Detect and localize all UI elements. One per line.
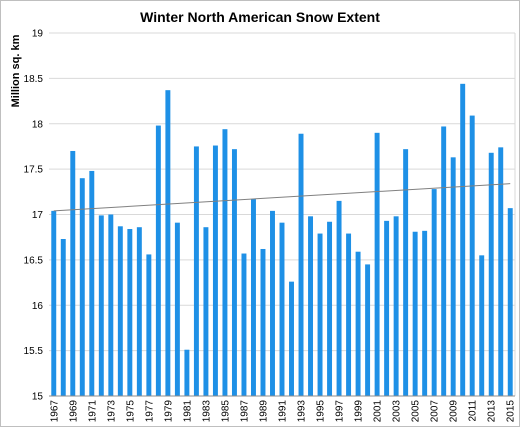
bar-2010 [460, 83, 466, 396]
chart-title: Winter North American Snow Extent [140, 9, 380, 25]
bar-1972 [98, 215, 104, 396]
x-tick-label: 1977 [144, 400, 155, 423]
x-tick-label: 2005 [411, 400, 422, 423]
y-tick-label: 18 [32, 119, 44, 130]
y-tick-label: 19 [32, 29, 44, 40]
y-tick-label: 17 [32, 210, 44, 221]
bar-2015 [507, 208, 513, 396]
bar-1969 [70, 150, 76, 396]
bar-1986 [231, 149, 237, 396]
x-tick-label: 2011 [468, 400, 479, 422]
y-tick-label: 16.5 [24, 255, 44, 266]
x-tick-label: 1995 [316, 400, 327, 423]
y-tick-label: 15.5 [24, 346, 44, 357]
bar-2014 [498, 147, 504, 396]
x-tick-label: 1997 [335, 400, 346, 423]
x-tick-label: 1979 [163, 400, 174, 423]
x-tick-label: 1981 [182, 400, 193, 423]
bar-1987 [241, 253, 247, 396]
x-tick-label: 1971 [87, 400, 98, 423]
bar-2006 [422, 230, 428, 396]
trendline [53, 183, 511, 212]
bar-1998 [346, 233, 352, 396]
bar-1993 [298, 133, 304, 397]
bar-1970 [79, 178, 85, 396]
bar-2007 [431, 189, 437, 396]
x-tick-label: 1969 [68, 400, 79, 423]
bar-1975 [127, 229, 133, 396]
bar-1967 [51, 210, 57, 396]
bar-1989 [260, 248, 266, 396]
bar-2001 [374, 132, 380, 396]
x-tick-label: 2013 [487, 400, 498, 423]
bar-1976 [136, 227, 142, 396]
bar-2008 [441, 126, 447, 396]
x-tick-label: 2009 [449, 400, 460, 423]
bar-2000 [365, 264, 371, 396]
bar-2012 [479, 255, 485, 396]
x-tick-label: 1999 [354, 400, 365, 423]
y-tick-label: 18.5 [24, 74, 44, 85]
x-tick-label: 1987 [239, 400, 250, 423]
x-tick-labels: 1967 1969 1971 1973 1975 1977 1979 1981 1983 1985… [49, 400, 516, 423]
bar-2004 [403, 149, 409, 396]
bar-1982 [193, 146, 199, 396]
bar-1999 [355, 251, 361, 396]
x-tick-label: 1983 [201, 400, 212, 423]
x-tick-label: 1989 [258, 400, 269, 423]
y-axis-label: Million sq. km [10, 34, 22, 107]
bar-1995 [317, 233, 323, 396]
x-tick-label: 1985 [220, 400, 231, 423]
bar-1973 [108, 214, 114, 396]
x-tick-label: 2003 [392, 400, 403, 423]
y-tick-label: 15 [32, 392, 44, 403]
bar-1968 [60, 239, 66, 396]
bar-1985 [222, 129, 228, 396]
bar-2003 [393, 216, 399, 396]
bar-1979 [165, 90, 171, 397]
bar-2005 [412, 231, 418, 396]
bar-1992 [289, 281, 294, 396]
bar-1977 [146, 254, 152, 396]
bar-1991 [279, 222, 285, 396]
bar-1974 [117, 226, 123, 396]
x-tick-label: 1967 [49, 400, 60, 423]
x-tick-label: 1993 [297, 400, 308, 423]
y-tick-labels: 15 15.5 16 16.5 17 17.5 18 18.5 19 [24, 29, 44, 403]
bar-1990 [270, 210, 275, 396]
x-tick-label: 1973 [106, 400, 117, 423]
grid-lines [49, 32, 516, 397]
bar-1978 [155, 125, 161, 396]
bar-1994 [308, 216, 314, 396]
bar-1981 [184, 349, 190, 396]
bar-1997 [336, 200, 342, 396]
bar-2011 [469, 115, 475, 397]
x-tick-label: 1991 [278, 400, 289, 423]
x-tick-label: 2007 [430, 400, 441, 423]
bar-2009 [450, 157, 456, 396]
x-tick-label: 2001 [373, 400, 384, 423]
x-tick-label: 1975 [125, 400, 136, 423]
bar-1980 [174, 222, 180, 396]
y-tick-label: 17.5 [24, 165, 44, 176]
bar-2002 [384, 220, 390, 396]
bars [51, 83, 513, 397]
bar-1983 [203, 227, 209, 396]
y-tick-label: 16 [32, 301, 44, 312]
x-tick-label: 2015 [506, 400, 517, 423]
bar-2013 [488, 152, 494, 396]
bar-1971 [89, 170, 95, 396]
bar-1996 [327, 221, 333, 396]
bar-1988 [250, 199, 256, 396]
bar-1984 [212, 145, 218, 396]
